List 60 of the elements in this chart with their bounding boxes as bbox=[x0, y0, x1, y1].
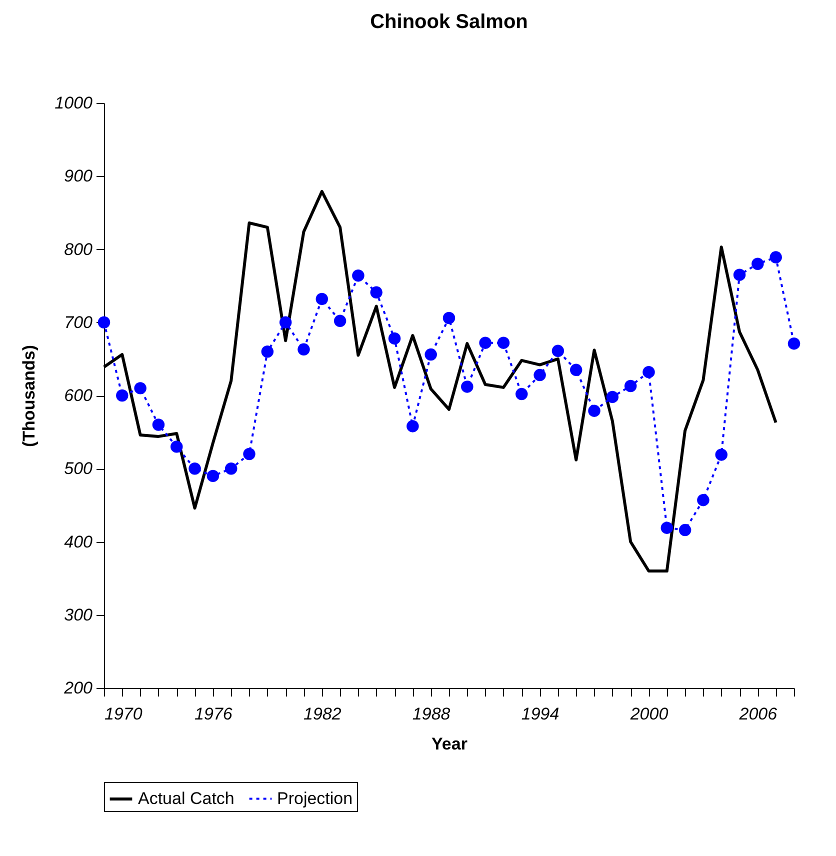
point bbox=[424, 348, 437, 361]
x-tick-label: 2000 bbox=[629, 704, 669, 724]
point bbox=[442, 312, 456, 324]
point bbox=[243, 448, 256, 460]
x-axis-title: Year bbox=[432, 734, 468, 754]
y-tick-label: 500 bbox=[64, 459, 94, 478]
point bbox=[534, 368, 546, 382]
point bbox=[788, 337, 800, 350]
point bbox=[606, 390, 619, 404]
point bbox=[170, 440, 183, 453]
point bbox=[406, 420, 419, 432]
point bbox=[98, 316, 110, 328]
point bbox=[678, 524, 692, 536]
point bbox=[461, 380, 474, 393]
point bbox=[552, 344, 564, 358]
x-tick-label: 1988 bbox=[412, 704, 451, 724]
x-tick-label: 1994 bbox=[521, 704, 560, 724]
point bbox=[334, 314, 346, 328]
y-tick-label: 800 bbox=[64, 240, 94, 259]
y-tick-label: 300 bbox=[64, 605, 94, 624]
chart-title: Chinook Salmon bbox=[370, 11, 528, 33]
y-tick-label: 200 bbox=[63, 678, 94, 698]
point bbox=[370, 286, 382, 299]
point bbox=[134, 382, 146, 394]
point bbox=[516, 388, 528, 400]
point bbox=[316, 292, 328, 306]
point bbox=[642, 366, 655, 378]
x-tick-label: 1970 bbox=[104, 704, 143, 724]
point bbox=[206, 470, 220, 482]
point bbox=[624, 380, 637, 392]
y-tick-label: 1000 bbox=[54, 94, 94, 112]
point bbox=[479, 336, 492, 349]
point bbox=[752, 258, 764, 270]
y-axis-title: (Thousands) bbox=[20, 345, 39, 447]
y-tick-label: 600 bbox=[64, 386, 94, 405]
point bbox=[116, 389, 128, 402]
point bbox=[733, 268, 746, 281]
point bbox=[715, 448, 728, 461]
legend-label: Projection bbox=[277, 788, 353, 808]
point bbox=[497, 336, 510, 349]
point bbox=[224, 462, 238, 475]
point bbox=[279, 316, 292, 328]
point bbox=[261, 346, 274, 358]
point bbox=[152, 418, 165, 431]
point bbox=[588, 404, 600, 417]
point bbox=[298, 343, 310, 356]
x-tick-label: 1976 bbox=[194, 704, 233, 724]
point bbox=[352, 269, 364, 282]
x-tick-label: 1982 bbox=[303, 704, 342, 724]
point bbox=[570, 364, 582, 376]
point bbox=[388, 332, 401, 345]
point bbox=[697, 494, 710, 506]
point bbox=[188, 462, 201, 475]
legend-label: Actual Catch bbox=[138, 789, 234, 808]
point bbox=[770, 251, 782, 264]
point bbox=[660, 522, 674, 534]
y-tick-label: 400 bbox=[64, 532, 94, 552]
x-tick-label: 2006 bbox=[738, 704, 778, 724]
y-tick-label: 900 bbox=[64, 166, 94, 186]
y-tick-label: 700 bbox=[64, 312, 94, 332]
